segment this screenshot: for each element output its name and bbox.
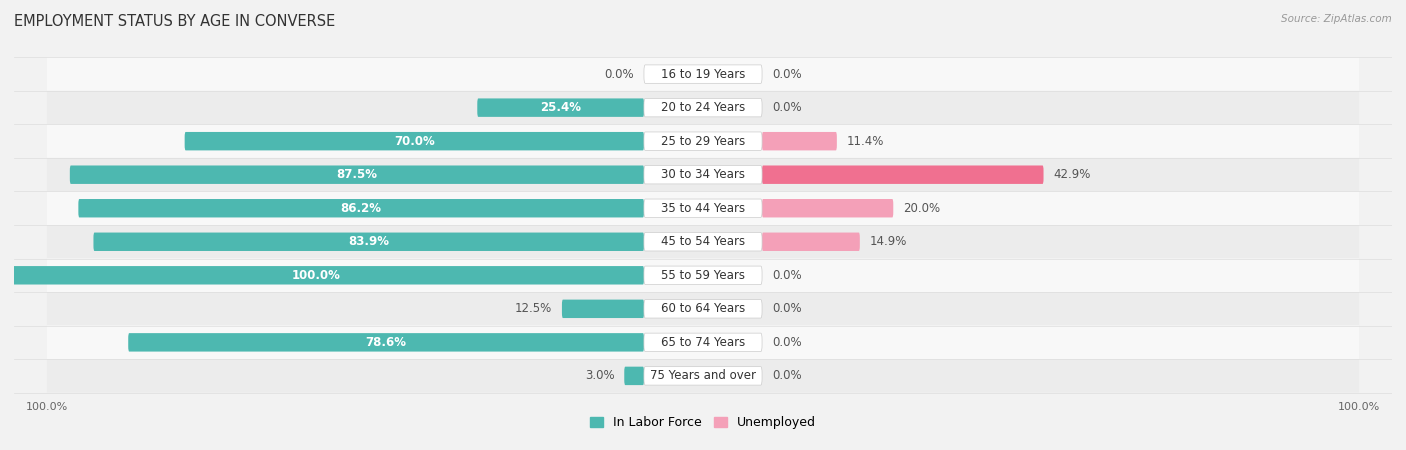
Legend: In Labor Force, Unemployed: In Labor Force, Unemployed — [585, 411, 821, 434]
FancyBboxPatch shape — [46, 191, 1360, 225]
Text: 60 to 64 Years: 60 to 64 Years — [661, 302, 745, 315]
FancyBboxPatch shape — [644, 266, 762, 284]
FancyBboxPatch shape — [93, 233, 644, 251]
FancyBboxPatch shape — [644, 367, 762, 385]
Text: 87.5%: 87.5% — [336, 168, 377, 181]
Text: 70.0%: 70.0% — [394, 135, 434, 148]
Text: 20.0%: 20.0% — [903, 202, 941, 215]
FancyBboxPatch shape — [762, 132, 837, 150]
FancyBboxPatch shape — [477, 99, 644, 117]
Text: 86.2%: 86.2% — [340, 202, 381, 215]
FancyBboxPatch shape — [128, 333, 644, 351]
Text: Source: ZipAtlas.com: Source: ZipAtlas.com — [1281, 14, 1392, 23]
FancyBboxPatch shape — [762, 233, 860, 251]
FancyBboxPatch shape — [644, 233, 762, 251]
FancyBboxPatch shape — [644, 132, 762, 150]
Text: 45 to 54 Years: 45 to 54 Years — [661, 235, 745, 248]
Text: 25.4%: 25.4% — [540, 101, 581, 114]
Text: 20 to 24 Years: 20 to 24 Years — [661, 101, 745, 114]
Text: 0.0%: 0.0% — [772, 369, 801, 382]
Text: 0.0%: 0.0% — [605, 68, 634, 81]
FancyBboxPatch shape — [46, 57, 1360, 91]
FancyBboxPatch shape — [46, 259, 1360, 292]
Text: 100.0%: 100.0% — [291, 269, 340, 282]
FancyBboxPatch shape — [46, 91, 1360, 124]
Text: 35 to 44 Years: 35 to 44 Years — [661, 202, 745, 215]
FancyBboxPatch shape — [46, 326, 1360, 359]
FancyBboxPatch shape — [0, 266, 644, 284]
Text: 65 to 74 Years: 65 to 74 Years — [661, 336, 745, 349]
Text: 0.0%: 0.0% — [772, 302, 801, 315]
Text: 42.9%: 42.9% — [1053, 168, 1091, 181]
FancyBboxPatch shape — [624, 367, 644, 385]
Text: EMPLOYMENT STATUS BY AGE IN CONVERSE: EMPLOYMENT STATUS BY AGE IN CONVERSE — [14, 14, 335, 28]
FancyBboxPatch shape — [644, 65, 762, 83]
Text: 11.4%: 11.4% — [846, 135, 884, 148]
Text: 0.0%: 0.0% — [772, 269, 801, 282]
FancyBboxPatch shape — [46, 292, 1360, 326]
Text: 12.5%: 12.5% — [515, 302, 553, 315]
Text: 78.6%: 78.6% — [366, 336, 406, 349]
FancyBboxPatch shape — [644, 166, 762, 184]
Text: 75 Years and over: 75 Years and over — [650, 369, 756, 382]
Text: 3.0%: 3.0% — [585, 369, 614, 382]
FancyBboxPatch shape — [644, 99, 762, 117]
FancyBboxPatch shape — [79, 199, 644, 217]
FancyBboxPatch shape — [562, 300, 644, 318]
FancyBboxPatch shape — [46, 158, 1360, 191]
Text: 16 to 19 Years: 16 to 19 Years — [661, 68, 745, 81]
FancyBboxPatch shape — [644, 300, 762, 318]
Text: 83.9%: 83.9% — [349, 235, 389, 248]
FancyBboxPatch shape — [46, 225, 1360, 259]
FancyBboxPatch shape — [762, 166, 1043, 184]
Text: 14.9%: 14.9% — [870, 235, 907, 248]
FancyBboxPatch shape — [644, 333, 762, 351]
FancyBboxPatch shape — [46, 359, 1360, 393]
Text: 0.0%: 0.0% — [772, 101, 801, 114]
FancyBboxPatch shape — [184, 132, 644, 150]
Text: 30 to 34 Years: 30 to 34 Years — [661, 168, 745, 181]
Text: 25 to 29 Years: 25 to 29 Years — [661, 135, 745, 148]
Text: 55 to 59 Years: 55 to 59 Years — [661, 269, 745, 282]
FancyBboxPatch shape — [644, 199, 762, 217]
FancyBboxPatch shape — [46, 124, 1360, 158]
Text: 0.0%: 0.0% — [772, 68, 801, 81]
Text: 0.0%: 0.0% — [772, 336, 801, 349]
FancyBboxPatch shape — [762, 199, 893, 217]
FancyBboxPatch shape — [70, 166, 644, 184]
